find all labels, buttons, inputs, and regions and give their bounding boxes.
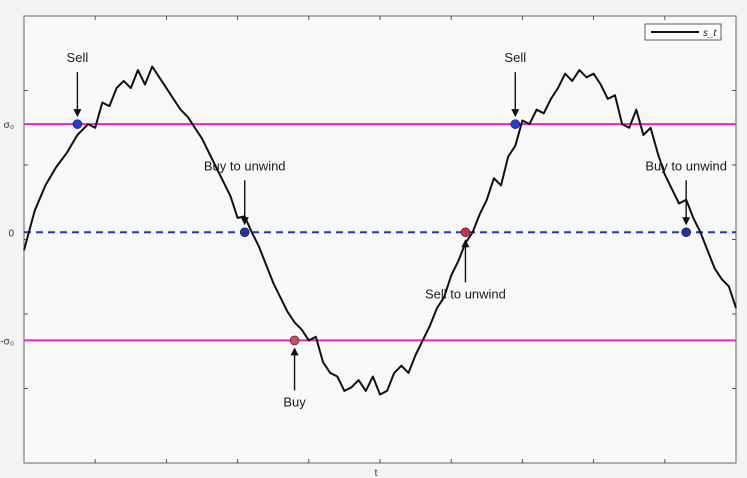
- annotation-label: Buy to unwind: [645, 158, 727, 173]
- signal-line: [23, 65, 737, 396]
- legend: s_t: [644, 23, 722, 41]
- signal-series: [23, 65, 737, 396]
- y-tick-label: -σ₀: [0, 336, 14, 347]
- legend-label: s_t: [703, 28, 718, 39]
- trade-point: [510, 119, 521, 129]
- trade-point: [289, 335, 300, 346]
- y-tick-label: σ₀: [4, 120, 14, 131]
- annotation-label: Sell: [504, 50, 526, 65]
- trade-point: [460, 227, 471, 238]
- plot-frame: [23, 15, 737, 464]
- annotation-label: Buy: [283, 394, 306, 409]
- arrow-head: [511, 109, 520, 118]
- trade-markers: Sell Buy to unwind Buy Sell to unwind Sell Bu…: [67, 50, 727, 409]
- trade-point: [72, 119, 83, 129]
- arrow-head: [682, 217, 691, 226]
- arrow-head: [240, 217, 249, 226]
- trade-point: [239, 227, 250, 238]
- y-tick-label: 0: [8, 228, 14, 239]
- arrow-head: [73, 109, 82, 118]
- annotation-label: Sell to unwind: [425, 286, 506, 301]
- annotation-label: Sell: [67, 50, 89, 65]
- arrow-head: [290, 347, 299, 356]
- threshold-lines: [24, 123, 736, 342]
- annotation-label: Buy to unwind: [204, 158, 286, 173]
- x-axis-label: t: [375, 468, 378, 478]
- y-tick-labels: σ₀ 0 -σ₀: [0, 120, 14, 347]
- trade-point: [681, 227, 691, 238]
- arrow-head: [461, 239, 470, 248]
